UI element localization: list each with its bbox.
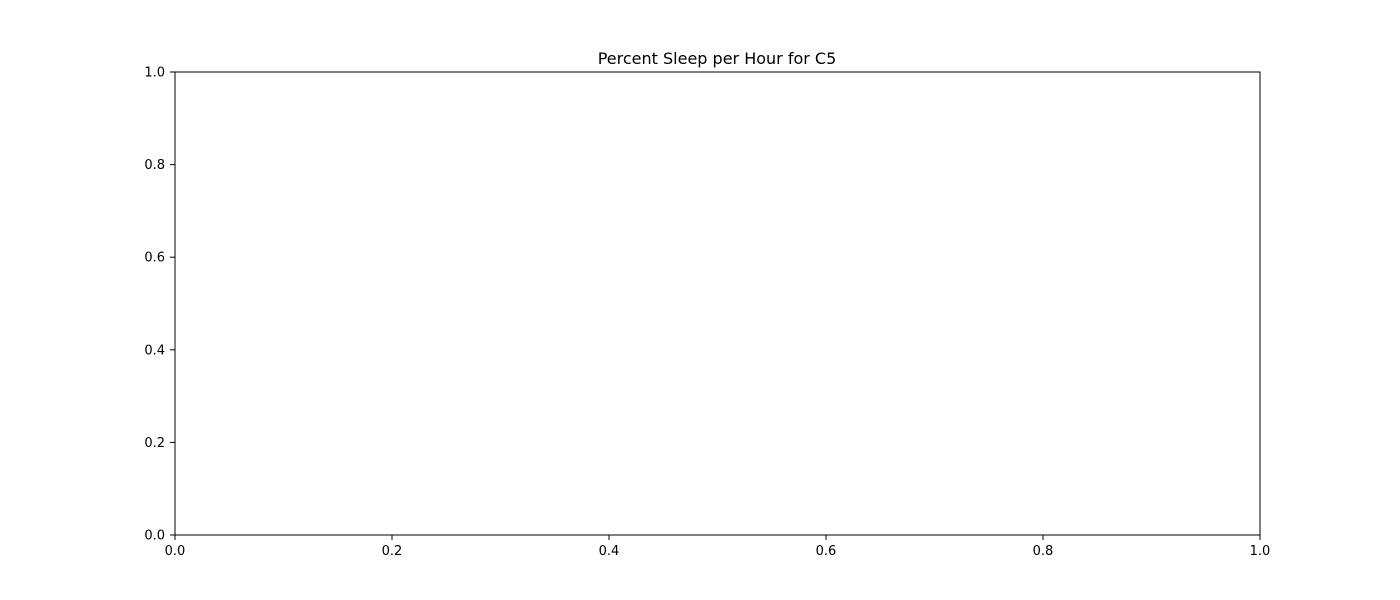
x-tick-label: 0.4 — [599, 544, 620, 559]
y-tick-label: 0.0 — [144, 529, 165, 544]
y-tick-label: 0.6 — [144, 251, 165, 266]
x-tick-label: 0.2 — [382, 544, 403, 559]
x-tick-label: 0.8 — [1033, 544, 1054, 559]
x-tick-label: 0.0 — [165, 544, 186, 559]
y-tick-label: 1.0 — [144, 66, 165, 81]
y-tick-label: 0.2 — [144, 436, 165, 451]
y-axis: 0.0 0.2 0.4 0.6 0.8 1.0 — [144, 66, 175, 544]
y-tick-label: 0.4 — [144, 343, 165, 358]
x-tick-label: 0.6 — [816, 544, 837, 559]
y-tick-label: 0.8 — [144, 158, 165, 173]
x-tick-label: 1.0 — [1250, 544, 1271, 559]
plot-area — [174, 71, 1261, 536]
x-axis: 0.0 0.2 0.4 0.6 0.8 1.0 — [165, 535, 1271, 559]
chart-title: Percent Sleep per Hour for C5 — [598, 49, 837, 68]
